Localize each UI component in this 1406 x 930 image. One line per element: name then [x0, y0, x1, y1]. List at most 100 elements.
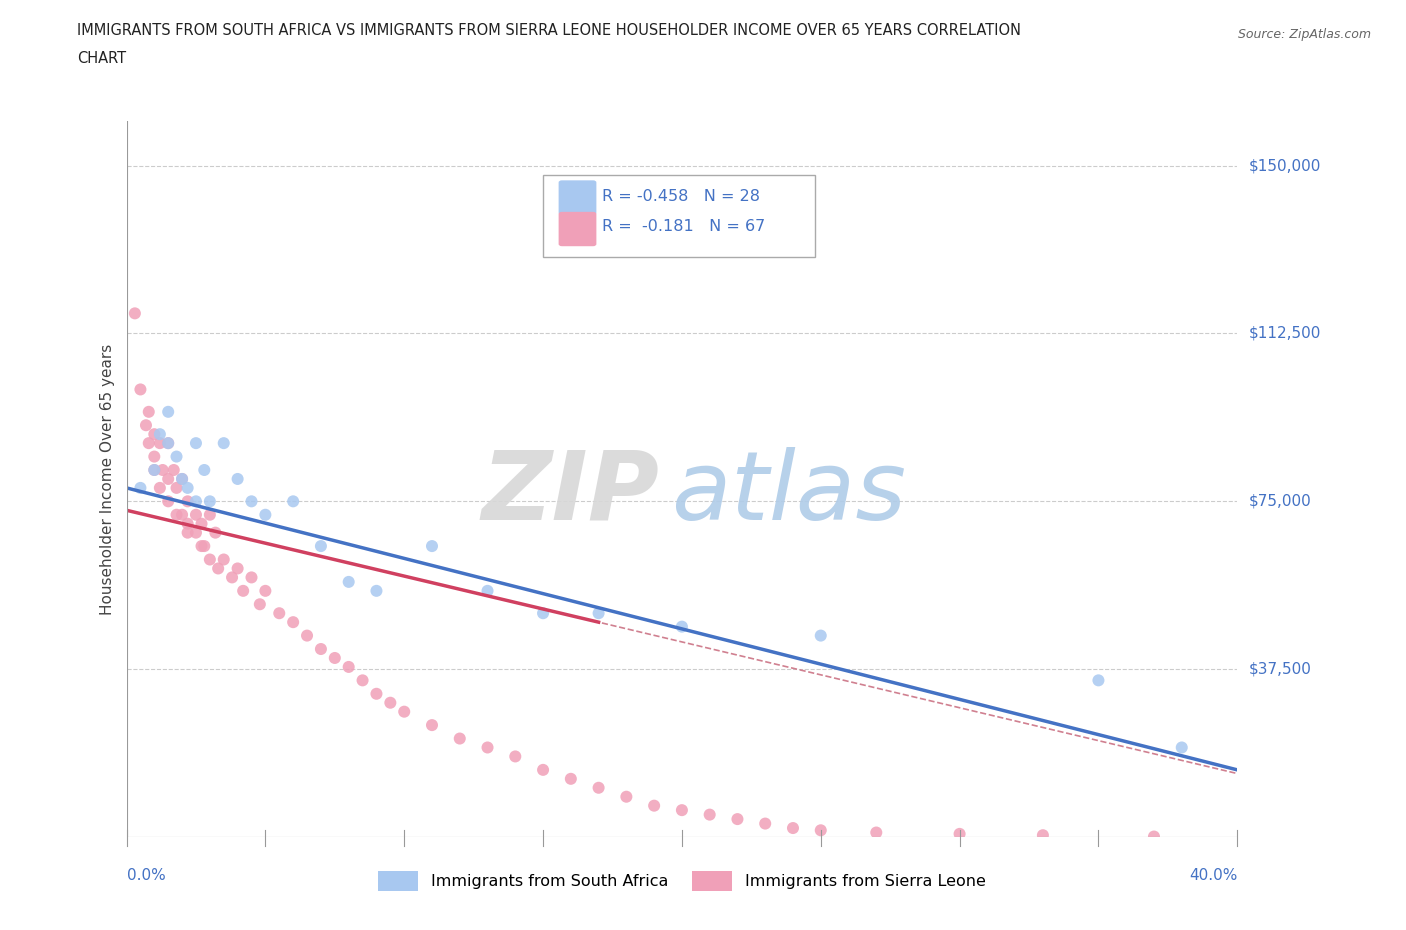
Text: 40.0%: 40.0%: [1189, 868, 1237, 883]
Point: [198, 552, 221, 567]
Point: [948, 827, 970, 842]
Point: [588, 780, 610, 795]
Point: [232, 583, 254, 598]
Point: [152, 462, 174, 477]
Text: $37,500: $37,500: [1249, 661, 1312, 677]
Point: [1143, 830, 1166, 844]
Point: [810, 823, 832, 838]
Point: [754, 817, 776, 831]
Point: [138, 405, 160, 419]
Point: [309, 538, 332, 553]
Point: [221, 570, 243, 585]
Point: [699, 807, 721, 822]
Point: [531, 605, 554, 620]
Point: [269, 605, 291, 620]
Point: [166, 507, 188, 522]
Point: [129, 481, 152, 496]
Point: [193, 538, 215, 553]
Point: [323, 651, 346, 666]
Point: [166, 449, 188, 464]
Point: [380, 696, 402, 711]
FancyBboxPatch shape: [558, 180, 596, 215]
Point: [727, 812, 749, 827]
Point: [782, 820, 804, 835]
Point: [207, 561, 229, 576]
Point: [352, 673, 374, 688]
Text: atlas: atlas: [671, 446, 905, 539]
Point: [157, 494, 180, 509]
Point: [643, 798, 665, 813]
Point: [157, 435, 180, 450]
Point: [176, 525, 198, 540]
Point: [503, 749, 526, 764]
Point: [254, 583, 277, 598]
Text: Source: ZipAtlas.com: Source: ZipAtlas.com: [1237, 28, 1371, 41]
Point: [143, 427, 166, 442]
Point: [135, 418, 157, 432]
Point: [1087, 673, 1109, 688]
Point: [671, 619, 693, 634]
Point: [204, 525, 226, 540]
FancyBboxPatch shape: [558, 212, 596, 246]
Text: $112,500: $112,500: [1249, 326, 1320, 341]
Point: [143, 462, 166, 477]
Point: [124, 306, 146, 321]
Point: [1170, 740, 1192, 755]
Point: [184, 507, 207, 522]
Point: [295, 628, 318, 643]
Point: [254, 507, 277, 522]
Point: [281, 494, 304, 509]
Point: [477, 740, 499, 755]
Y-axis label: Householder Income Over 65 years: Householder Income Over 65 years: [100, 343, 115, 615]
Point: [240, 570, 263, 585]
Point: [149, 427, 172, 442]
Point: [184, 435, 207, 450]
Point: [143, 462, 166, 477]
Point: [865, 825, 887, 840]
Point: [309, 642, 332, 657]
Point: [420, 538, 443, 553]
Point: [366, 686, 388, 701]
Point: [193, 462, 215, 477]
Point: [138, 435, 160, 450]
Point: [163, 462, 186, 477]
Point: [176, 481, 198, 496]
Point: [249, 597, 271, 612]
Point: [190, 538, 212, 553]
Text: $75,000: $75,000: [1249, 494, 1312, 509]
Point: [394, 704, 416, 719]
Point: [172, 507, 194, 522]
Point: [240, 494, 263, 509]
Point: [157, 472, 180, 486]
Point: [184, 525, 207, 540]
Point: [198, 507, 221, 522]
Point: [172, 472, 194, 486]
Point: [212, 435, 235, 450]
Point: [157, 405, 180, 419]
Point: [366, 583, 388, 598]
Point: [157, 435, 180, 450]
Text: ZIP: ZIP: [482, 446, 659, 539]
Point: [226, 561, 249, 576]
Text: R = -0.458   N = 28: R = -0.458 N = 28: [602, 189, 759, 204]
Text: R =  -0.181   N = 67: R = -0.181 N = 67: [602, 219, 765, 234]
Point: [143, 449, 166, 464]
Point: [129, 382, 152, 397]
Text: 0.0%: 0.0%: [127, 868, 166, 883]
Point: [477, 583, 499, 598]
Point: [184, 494, 207, 509]
Point: [614, 790, 637, 804]
Point: [420, 718, 443, 733]
Point: [449, 731, 471, 746]
Point: [226, 472, 249, 486]
Point: [149, 435, 172, 450]
Text: $150,000: $150,000: [1249, 158, 1320, 173]
Point: [810, 628, 832, 643]
Text: CHART: CHART: [77, 51, 127, 66]
Point: [198, 494, 221, 509]
Point: [588, 605, 610, 620]
Point: [671, 803, 693, 817]
Point: [212, 552, 235, 567]
Legend: Immigrants from South Africa, Immigrants from Sierra Leone: Immigrants from South Africa, Immigrants…: [371, 865, 993, 897]
FancyBboxPatch shape: [543, 175, 815, 257]
